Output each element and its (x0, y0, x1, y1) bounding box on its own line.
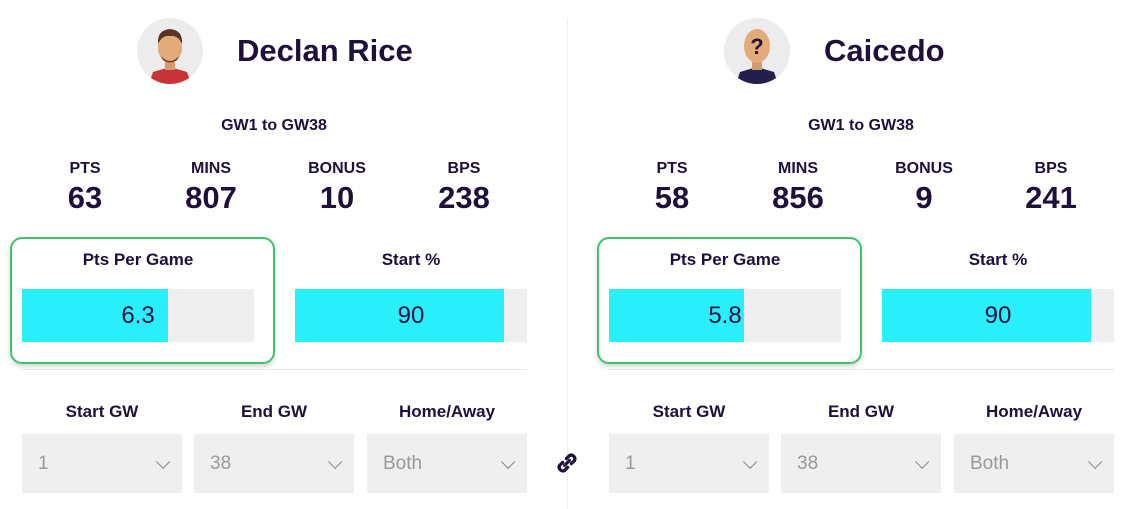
pts-per-game-label: Pts Per Game (669, 250, 781, 269)
player-avatar: ? (724, 18, 790, 84)
filter-label: Start GW (652, 402, 726, 421)
filter-select-end-gw[interactable]: 38 (194, 434, 354, 493)
filter-label: End GW (240, 402, 308, 421)
pts-per-game-label: Pts Per Game (82, 250, 194, 269)
player-avatar (137, 18, 203, 84)
bar-fill (295, 289, 504, 342)
start-percent-value: 90 (984, 301, 1012, 329)
filter-label: End GW (827, 402, 895, 421)
gameweek-range: GW1 to GW38 (808, 117, 914, 134)
stat-bonus: BONUS 9 (864, 160, 984, 216)
select-value: 1 (38, 452, 49, 474)
stat-value: 807 (185, 180, 237, 215)
highlight-box (597, 237, 862, 364)
select-value: Both (383, 452, 423, 474)
stat-label: MINS (191, 160, 231, 177)
stat-value: 10 (319, 180, 355, 215)
stat-value: 63 (67, 180, 103, 215)
pts-per-game-bar: 6.3 (22, 289, 254, 342)
stat-value: 58 (654, 180, 690, 215)
select-value: 38 (210, 452, 232, 474)
filter-label: Home/Away (398, 402, 496, 421)
pts-per-game-bar: 5.8 (609, 289, 841, 342)
stat-pts: PTS 63 (25, 160, 145, 216)
chevron-down-icon (743, 454, 758, 469)
bar-fill (882, 289, 1091, 342)
start-percent-label: Start % (381, 250, 441, 269)
stat-value: 856 (772, 180, 824, 215)
chevron-down-icon (915, 454, 930, 469)
stat-label: PTS (656, 160, 688, 177)
stat-label: MINS (778, 160, 818, 177)
stat-label: BPS (447, 160, 481, 177)
gameweek-range: GW1 to GW38 (221, 117, 327, 134)
start-percent-bar: 90 (882, 289, 1114, 342)
select-value: 1 (625, 452, 636, 474)
start-percent-bar: 90 (295, 289, 527, 342)
stat-value: 238 (438, 180, 490, 215)
pts-per-game-value: 6.3 (121, 301, 155, 329)
highlight-box (10, 237, 275, 364)
panel-divider (567, 18, 568, 509)
filter-select-home-away[interactable]: Both (954, 434, 1114, 493)
section-divider (609, 369, 1114, 370)
stat-label: BONUS (895, 160, 953, 177)
stat-label: PTS (69, 160, 101, 177)
player-panel-right: ? Caicedo GW1 to GW38 PTS 58 MINS 856 BONUS 9 B… (587, 0, 1117, 509)
filter-select-home-away[interactable]: Both (367, 434, 527, 493)
link-icon[interactable] (552, 448, 582, 478)
chevron-down-icon (156, 454, 171, 469)
stat-value: 241 (1025, 180, 1077, 215)
chevron-down-icon (1088, 454, 1103, 469)
stat-bps: BPS 238 (404, 160, 524, 216)
select-value: Both (970, 452, 1010, 474)
filter-select-end-gw[interactable]: 38 (781, 434, 941, 493)
player-panel-left: Declan Rice GW1 to GW38 PTS 63 MINS 807 BONUS… (0, 0, 530, 509)
filter-label: Start GW (65, 402, 139, 421)
stat-label: BPS (1034, 160, 1068, 177)
player-name: Declan Rice (237, 33, 413, 68)
filter-select-start-gw[interactable]: 1 (609, 434, 769, 493)
player-name: Caicedo (824, 33, 945, 68)
stat-mins: MINS 807 (151, 160, 271, 216)
bar-fill (22, 289, 169, 342)
start-percent-value: 90 (397, 301, 425, 329)
stat-mins: MINS 856 (738, 160, 858, 216)
svg-text:?: ? (750, 34, 763, 59)
stat-label: BONUS (308, 160, 366, 177)
select-value: 38 (797, 452, 819, 474)
stat-pts: PTS 58 (612, 160, 732, 216)
stat-bps: BPS 241 (991, 160, 1111, 216)
pts-per-game-value: 5.8 (708, 301, 742, 329)
start-percent-label: Start % (968, 250, 1028, 269)
stat-bonus: BONUS 10 (277, 160, 397, 216)
section-divider (22, 369, 527, 370)
chevron-down-icon (328, 454, 343, 469)
stat-value: 9 (915, 180, 933, 215)
bar-fill (609, 289, 744, 342)
filter-label: Home/Away (985, 402, 1083, 421)
chevron-down-icon (501, 454, 516, 469)
filter-select-start-gw[interactable]: 1 (22, 434, 182, 493)
